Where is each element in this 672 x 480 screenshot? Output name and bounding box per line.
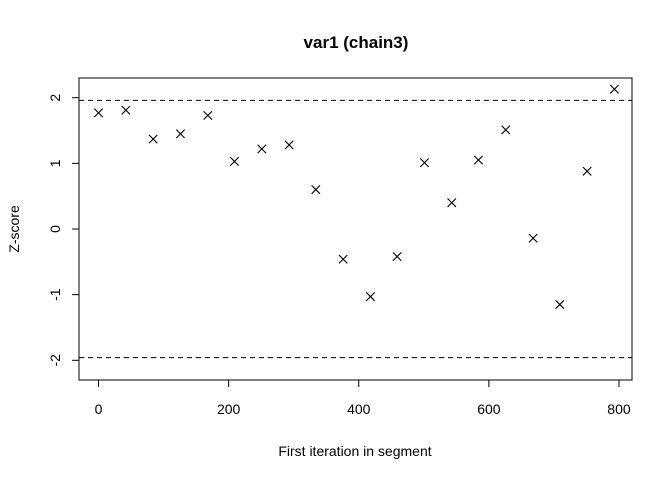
- data-point: [175, 129, 186, 139]
- data-point: [257, 144, 267, 154]
- x-tick-label: 800: [607, 401, 631, 417]
- data-point: [419, 158, 430, 168]
- data-point: [93, 108, 104, 118]
- data-point: [148, 134, 158, 144]
- x-axis: 0 200 400 600 800: [95, 379, 631, 417]
- data-point: [473, 155, 484, 165]
- data-point: [501, 125, 511, 135]
- x-axis-label: First iteration in segment: [278, 443, 431, 459]
- y-tick-label: 2: [47, 94, 63, 102]
- data-point: [528, 233, 538, 243]
- data-point: [203, 110, 213, 121]
- y-tick-label: -2: [47, 354, 63, 367]
- data-point: [284, 140, 294, 150]
- data-point: [609, 84, 620, 94]
- data-points: [93, 84, 620, 310]
- data-point: [447, 198, 457, 208]
- y-axis-label: Z-score: [6, 205, 22, 253]
- data-point: [121, 105, 131, 115]
- data-point: [582, 166, 592, 176]
- data-point: [338, 254, 348, 264]
- reference-lines: [79, 99, 632, 359]
- data-point: [229, 156, 240, 166]
- data-point: [392, 251, 402, 262]
- data-point: [365, 292, 376, 302]
- chart-title: var1 (chain3): [304, 33, 409, 52]
- x-tick-label: 600: [477, 401, 501, 417]
- y-axis: -2 -1 0 1 2: [47, 94, 80, 367]
- y-tick-label: 1: [47, 159, 63, 167]
- x-tick-label: 200: [217, 401, 241, 417]
- x-tick-label: 400: [347, 401, 371, 417]
- plot-frame: [78, 77, 633, 381]
- data-point: [311, 185, 321, 195]
- y-tick-label: -1: [47, 288, 63, 301]
- data-point: [555, 299, 565, 310]
- y-tick-label: 0: [47, 225, 63, 233]
- x-tick-label: 0: [95, 401, 103, 417]
